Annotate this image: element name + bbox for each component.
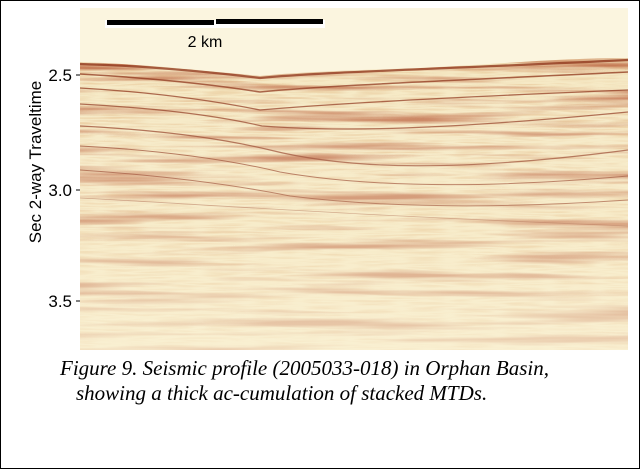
- y-axis-label: Sec 2-way Traveltime: [26, 81, 45, 244]
- y-tick-label: 3.0: [48, 181, 72, 200]
- seismic-section: [80, 55, 628, 350]
- figure-page: 2 km Sec 2-way Traveltime 2.5 3.0 3.5 Figu…: [0, 0, 640, 469]
- scale-bar-label: 2 km: [188, 34, 223, 51]
- caption-line: Figure 9. Seismic profile (2005033-018) …: [59, 356, 549, 380]
- y-tick-label: 2.5: [48, 66, 72, 85]
- scale-bar: [216, 19, 323, 24]
- y-tick-label: 3.5: [48, 292, 72, 311]
- caption-line: showing a thick ac-cumulation of stacked…: [76, 381, 487, 405]
- scale-bar: [107, 20, 214, 25]
